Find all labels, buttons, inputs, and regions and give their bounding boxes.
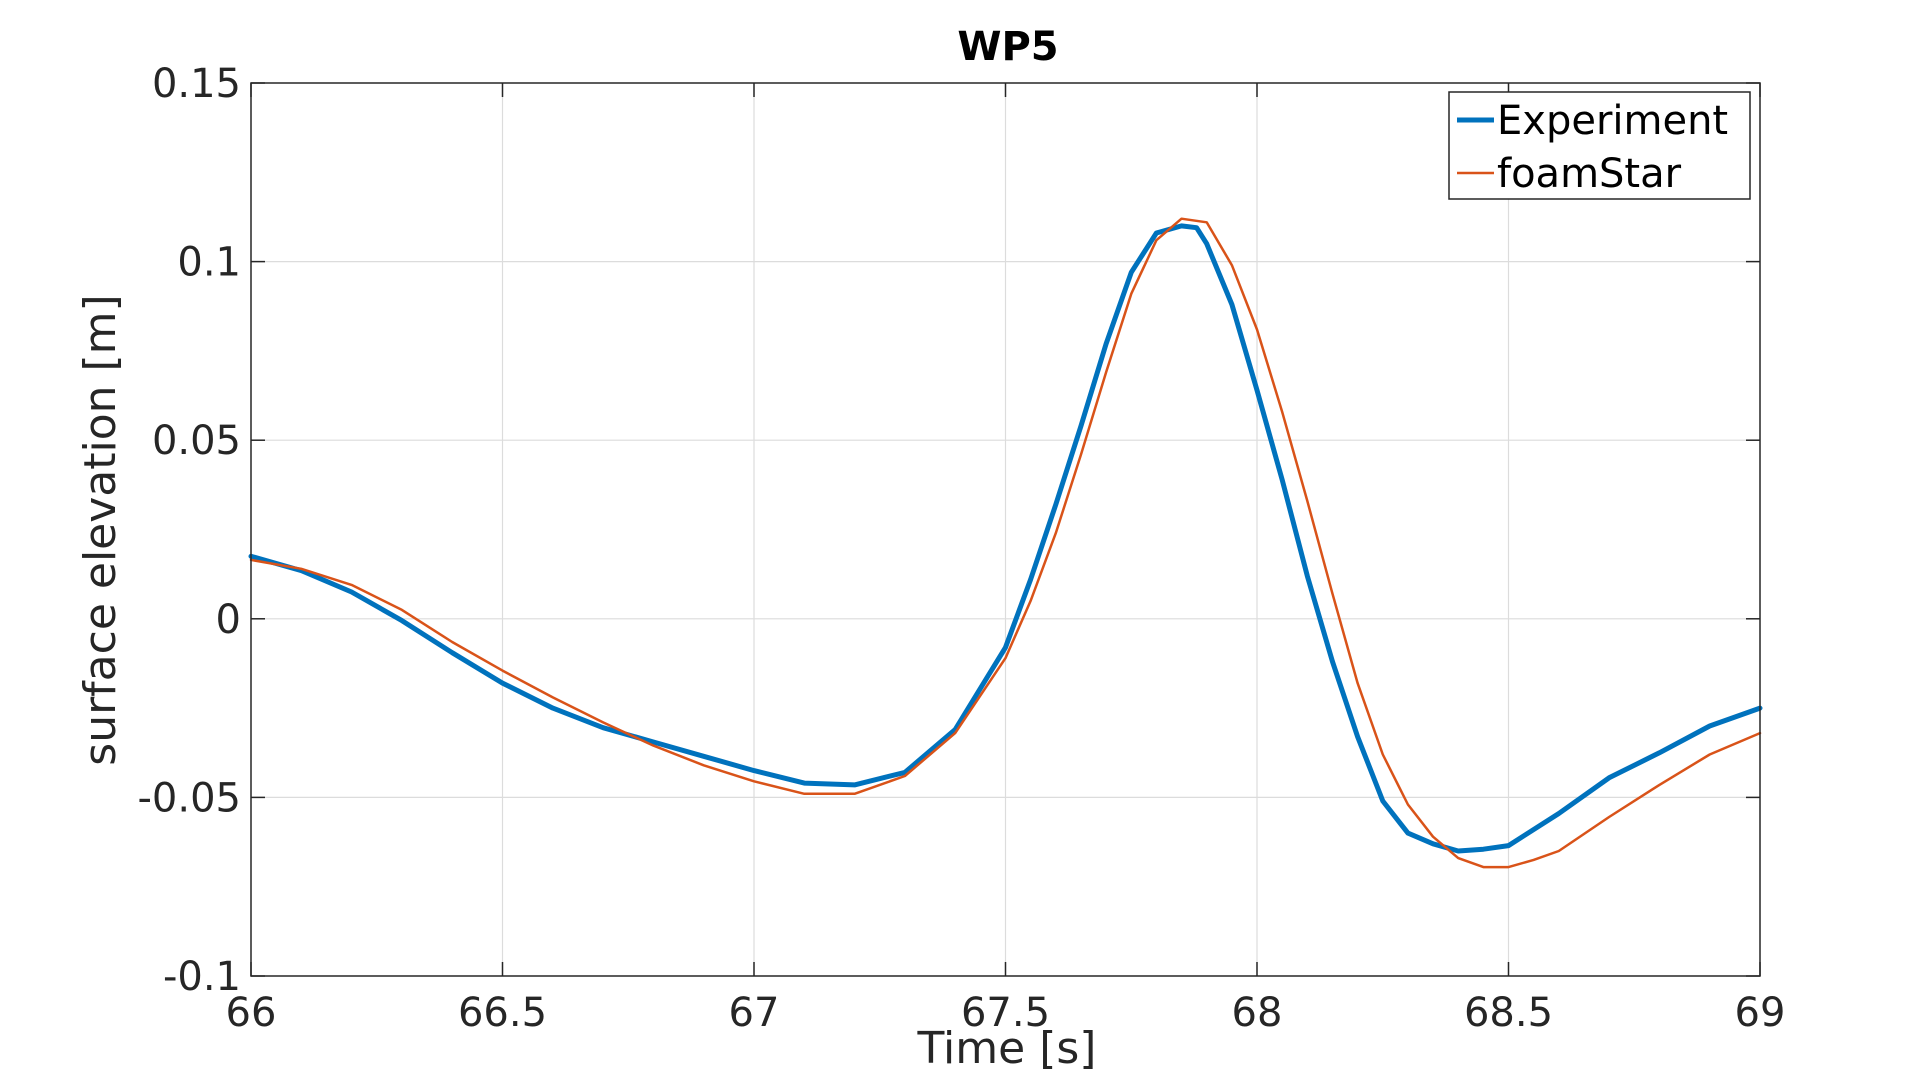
legend: Experiment foamStar <box>1448 91 1751 200</box>
x-tick-label: 66 <box>226 990 277 1036</box>
x-tick-label: 66.5 <box>458 990 547 1036</box>
grid-lines <box>251 83 1760 976</box>
series-line-foamstar <box>249 217 1762 869</box>
x-tick-label: 67.5 <box>961 990 1050 1036</box>
x-tick-label: 69 <box>1735 990 1786 1036</box>
y-axis-label: surface elevation [m] <box>75 294 126 765</box>
y-tick-label: 0.15 <box>152 61 241 107</box>
chart-title: WP5 <box>957 24 1058 70</box>
x-axis-label: Time [s] <box>917 1023 1097 1074</box>
axis-ticks <box>250 82 1761 977</box>
series-line-experiment <box>248 223 1763 854</box>
x-tick-label: 68 <box>1232 990 1283 1036</box>
data-series <box>248 217 1763 869</box>
y-tick-label: 0.1 <box>177 240 241 286</box>
x-tick-labels: 66 66.5 67 67.5 68 68.5 69 <box>226 990 1786 1036</box>
y-tick-label: 0 <box>216 597 241 643</box>
x-tick-label: 67 <box>729 990 780 1036</box>
x-tick-label: 68.5 <box>1464 990 1553 1036</box>
y-tick-label: -0.1 <box>163 954 241 1000</box>
legend-box <box>1448 91 1751 200</box>
y-tick-labels: -0.1 -0.05 0 0.05 0.1 0.15 <box>138 61 242 1000</box>
legend-label-experiment: Experiment <box>1497 98 1728 144</box>
legend-label-foamstar: foamStar <box>1497 151 1682 197</box>
y-tick-label: -0.05 <box>138 775 242 821</box>
y-tick-label: 0.05 <box>152 418 241 464</box>
